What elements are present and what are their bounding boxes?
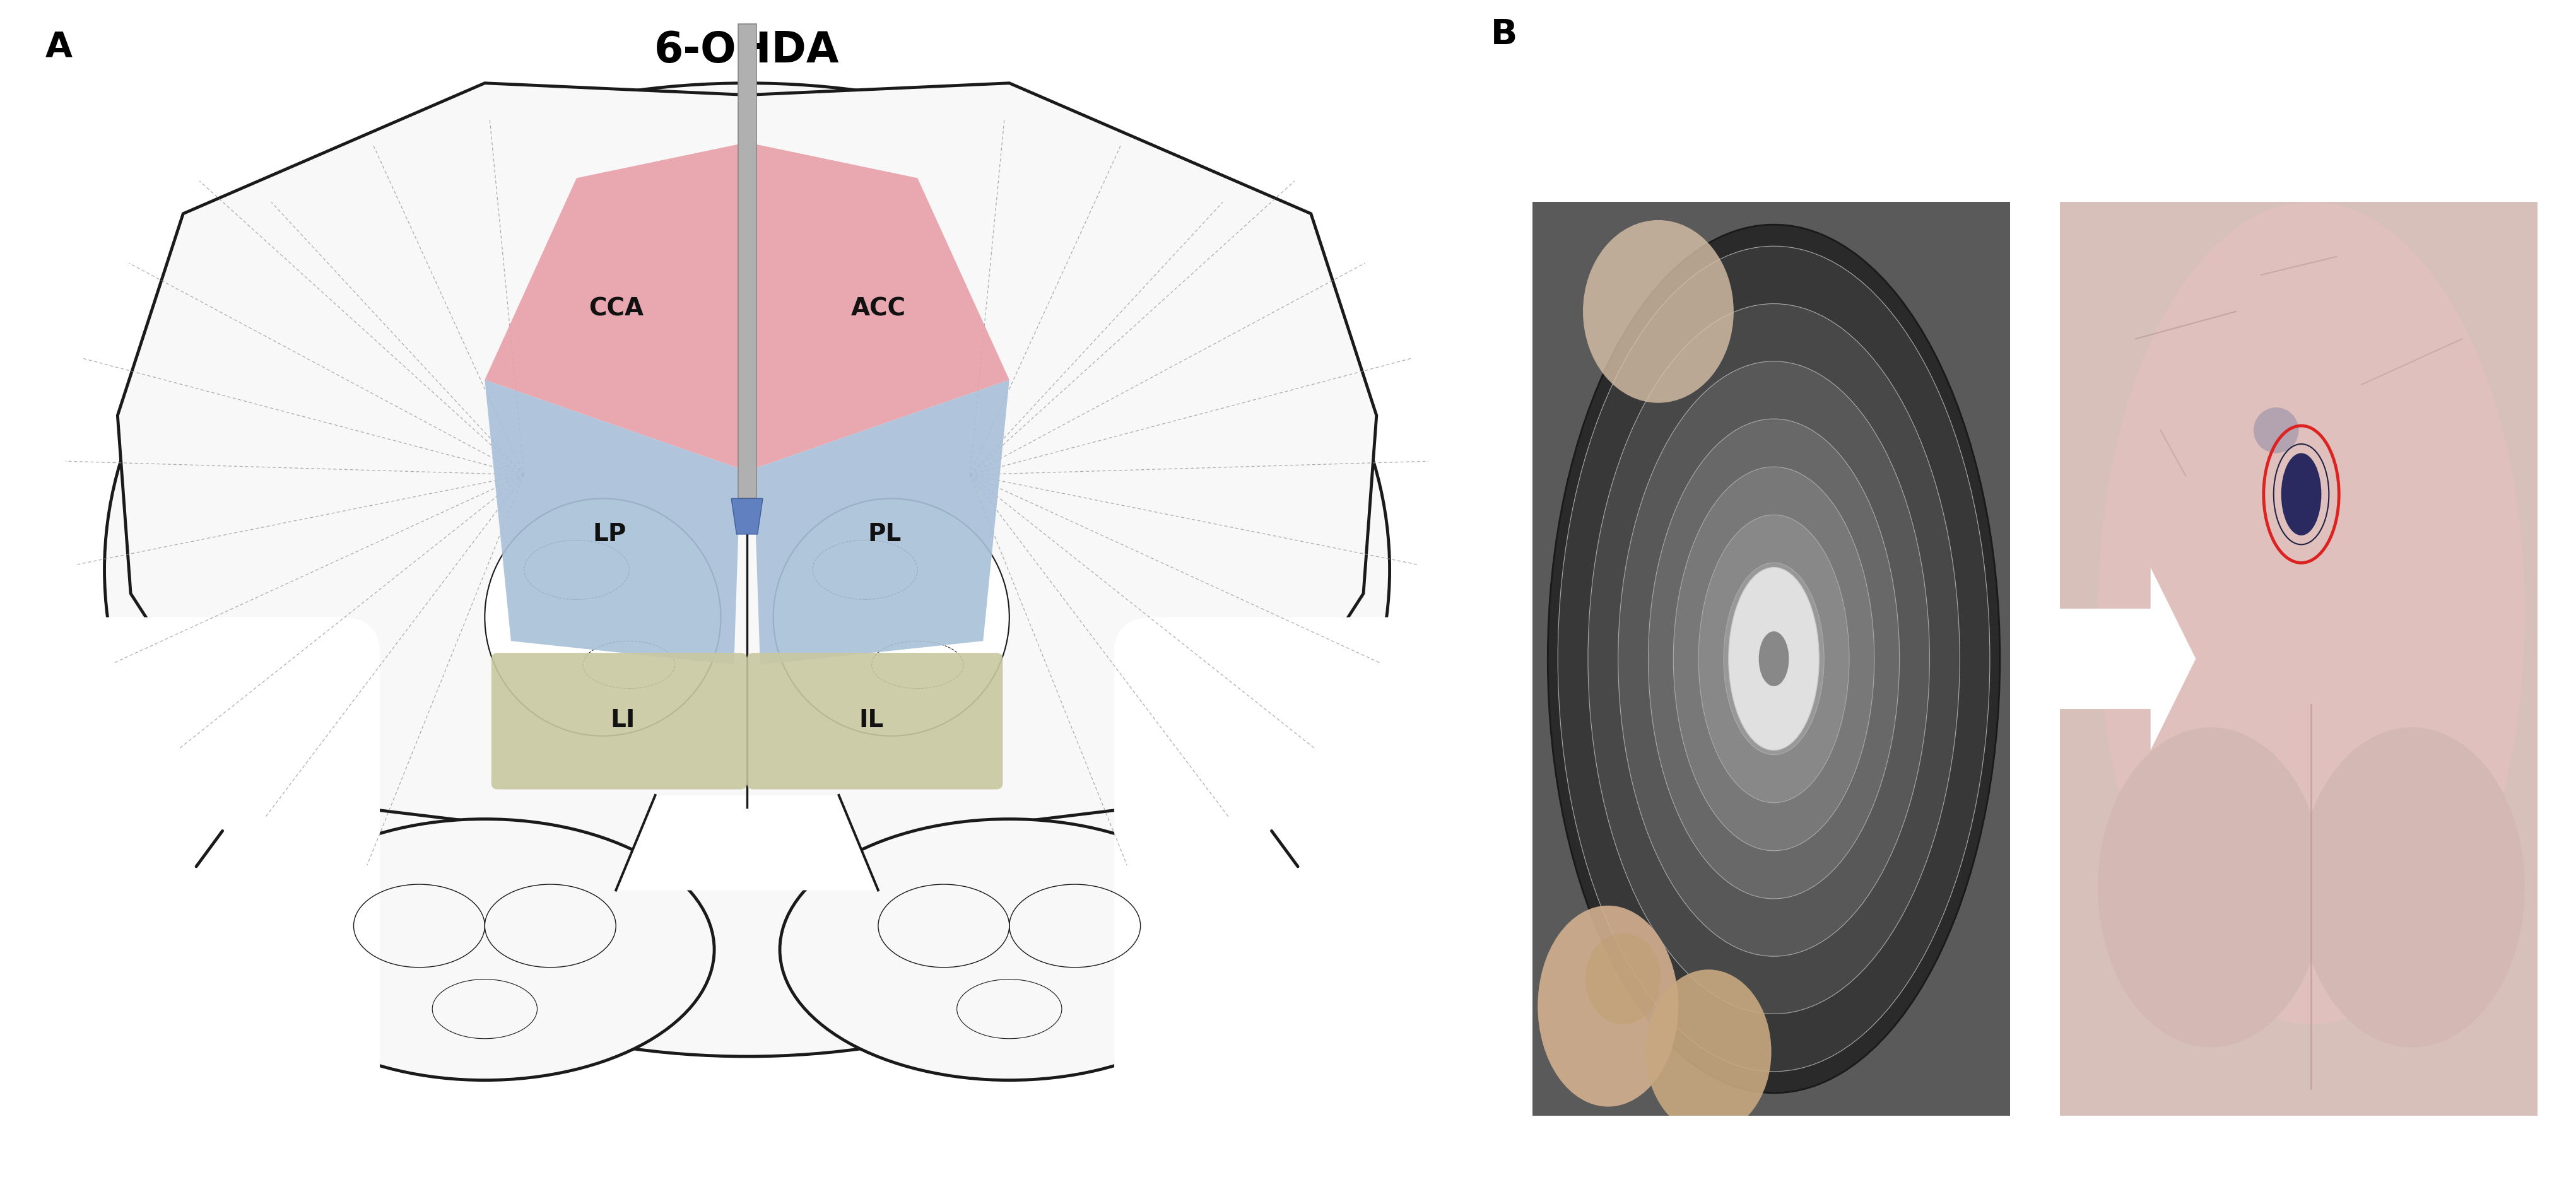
- FancyBboxPatch shape: [13, 617, 379, 1163]
- Ellipse shape: [106, 83, 1388, 1056]
- Text: LI: LI: [611, 709, 634, 732]
- FancyBboxPatch shape: [737, 24, 757, 499]
- Polygon shape: [747, 142, 1010, 469]
- Text: B: B: [1492, 18, 1517, 52]
- Polygon shape: [118, 83, 1376, 867]
- Polygon shape: [2151, 567, 2195, 750]
- Ellipse shape: [2097, 728, 2324, 1047]
- Text: A: A: [46, 30, 72, 64]
- FancyBboxPatch shape: [2061, 202, 2537, 1116]
- Ellipse shape: [1646, 970, 1772, 1134]
- Ellipse shape: [1723, 563, 1824, 755]
- Circle shape: [1759, 631, 1788, 686]
- Polygon shape: [484, 380, 739, 665]
- Ellipse shape: [1558, 246, 1989, 1072]
- Ellipse shape: [484, 499, 721, 736]
- Ellipse shape: [1582, 220, 1734, 402]
- Text: LP: LP: [592, 522, 626, 546]
- Ellipse shape: [255, 819, 714, 1080]
- FancyBboxPatch shape: [2025, 609, 2151, 709]
- FancyBboxPatch shape: [1115, 617, 1481, 1163]
- Ellipse shape: [2097, 202, 2524, 1024]
- Ellipse shape: [2282, 453, 2321, 535]
- Ellipse shape: [1587, 304, 1960, 1014]
- Ellipse shape: [2298, 728, 2524, 1047]
- Ellipse shape: [1538, 906, 1680, 1106]
- Text: 6-OHDA: 6-OHDA: [654, 30, 840, 71]
- Text: ACC: ACC: [850, 297, 907, 320]
- Ellipse shape: [1728, 567, 1819, 750]
- Ellipse shape: [773, 499, 1010, 736]
- Polygon shape: [484, 142, 747, 469]
- Ellipse shape: [2254, 407, 2298, 453]
- Text: CCA: CCA: [587, 297, 644, 320]
- Polygon shape: [732, 499, 762, 534]
- Ellipse shape: [1698, 515, 1850, 802]
- FancyBboxPatch shape: [492, 653, 747, 789]
- Text: PL: PL: [868, 522, 902, 546]
- FancyBboxPatch shape: [1533, 202, 2009, 1116]
- Polygon shape: [616, 795, 878, 890]
- Ellipse shape: [781, 819, 1239, 1080]
- Ellipse shape: [1618, 361, 1929, 957]
- Ellipse shape: [1584, 933, 1662, 1024]
- Ellipse shape: [1674, 466, 1875, 851]
- Ellipse shape: [1649, 419, 1899, 899]
- Polygon shape: [755, 380, 1010, 665]
- Text: IL: IL: [860, 709, 884, 732]
- Ellipse shape: [1548, 224, 1999, 1093]
- FancyBboxPatch shape: [747, 653, 1002, 789]
